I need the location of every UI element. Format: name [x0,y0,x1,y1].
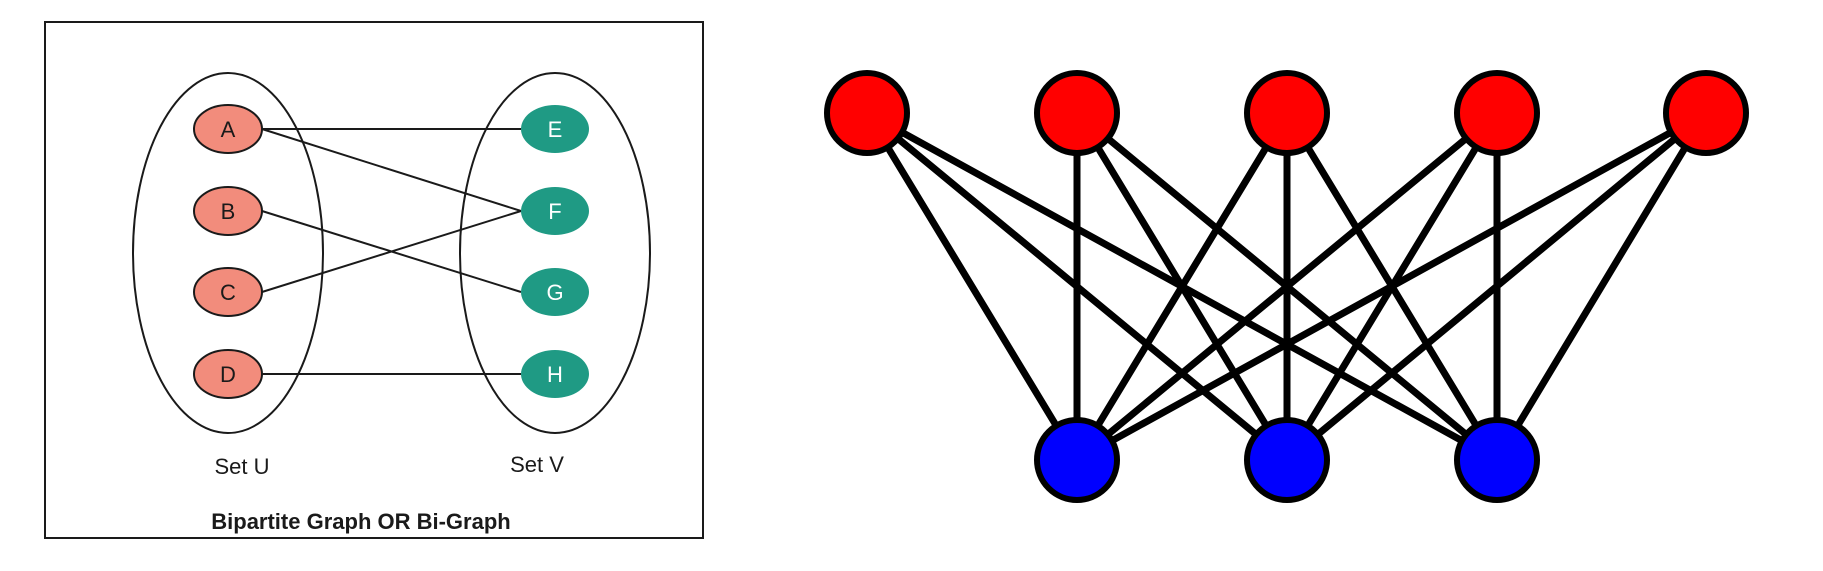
bipartite-nodes: A B C D E F G H [193,104,589,399]
bottom-node-2 [1244,417,1330,503]
edge-c-f [261,210,522,293]
node-a-shape [193,104,263,154]
node-b-shape [193,186,263,236]
edge-top5-bottom2 [1283,109,1710,464]
top-node-4 [1454,70,1540,156]
node-g-label: G [546,280,563,305]
node-c-label: C [220,280,236,305]
node-c: C [193,267,263,317]
node-b-label: B [221,199,236,224]
node-a: A [193,104,263,154]
node-e-shape [521,105,589,153]
node-b: B [193,186,263,236]
edge-top3-bottom1 [1073,109,1291,464]
complete-bipartite-panel [824,70,1749,503]
node-e: E [521,105,589,153]
set-u-label: Set U [214,454,269,479]
bipartite-panel: A B C D E F G H Set U Set V Bipartite Graph OR … [44,21,704,539]
complete-bipartite-edges [863,109,1710,464]
node-e-label: E [548,117,563,142]
complete-bipartite-nodes [824,70,1749,503]
edge-a-f [261,128,522,212]
bottom-node-1 [1034,417,1120,503]
set-v-label: Set V [510,452,564,477]
bottom-node-3 [1454,417,1540,503]
top-node-1 [824,70,910,156]
node-f-shape [521,187,589,235]
set-u-ellipse [132,72,324,434]
top-node-2 [1034,70,1120,156]
node-d: D [193,349,263,399]
bipartite-edges [261,128,522,375]
node-f: F [521,187,589,235]
node-f-label: F [548,199,561,224]
panel-title: Bipartite Graph OR Bi-Graph [211,509,510,534]
top-node-3 [1244,70,1330,156]
node-g: G [521,268,589,316]
set-v-ellipse [459,72,651,434]
node-a-label: A [221,117,236,142]
node-c-shape [193,267,263,317]
edge-top4-bottom1 [1073,109,1501,464]
edge-top1-bottom1 [863,109,1081,464]
top-node-5 [1663,70,1749,156]
node-h: H [521,350,589,398]
node-h-label: H [547,362,563,387]
node-d-shape [193,349,263,399]
node-d-label: D [220,362,236,387]
node-g-shape [521,268,589,316]
node-h-shape [521,350,589,398]
edge-top5-bottom1 [1073,109,1710,464]
panel-frame [44,21,704,539]
edge-top5-bottom3 [1493,109,1710,464]
